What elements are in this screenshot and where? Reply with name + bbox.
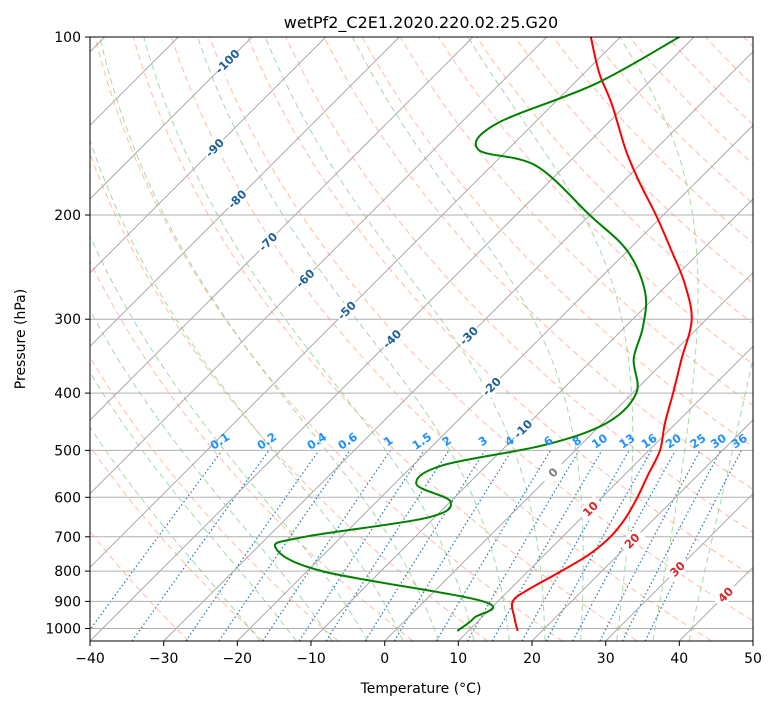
isotherm-label-bg [291,265,319,292]
isotherm-label-bg [223,185,251,213]
mixing-ratio-line [298,450,425,641]
isotherm-label-bg [664,555,691,583]
chart-title: wetPf2_C2E1.2020.220.02.25.G20 [284,13,558,33]
x-tick-label: 30 [597,651,615,667]
x-axis-label: Temperature (°C) [360,681,482,697]
mixing-ratio-line [572,450,677,641]
dewpoint-profile [273,37,680,632]
y-tick-label: 600 [54,490,81,506]
isotherm-label-bg [618,527,646,555]
dry-adiabat [94,37,563,641]
x-tick-label: −40 [75,651,105,667]
dry-adiabat [90,445,264,641]
reference-lines [90,37,753,641]
isotherm [90,37,327,274]
x-tick-label: 50 [744,651,762,667]
isotherm-label-bg [455,322,483,350]
moist-adiabat [143,37,475,641]
moist-adiabat [352,37,584,641]
isotherm [90,37,253,200]
y-tick-label: 300 [54,312,81,328]
x-tick-label: −30 [149,651,179,667]
moist-adiabat [99,37,439,641]
y-tick-label: 500 [54,443,81,459]
isotherm [310,198,753,641]
y-tick-label: 800 [54,564,81,580]
isotherm [90,37,548,495]
dry-adiabat [285,37,753,534]
x-tick-label: −20 [223,651,253,667]
dry-adiabat [476,37,753,325]
isotherm [90,37,474,421]
isotherm-label-bg [201,134,229,162]
y-tick-label: 900 [54,594,81,610]
mixing-ratio-line [644,450,743,641]
dry-adiabat [90,356,339,641]
isotherm-label-bg [509,415,537,443]
moist-adiabat [264,37,546,641]
axis-ticks: −40 −30 −20 −10 0 10 20 30 40 50 100 200 300 400 500 60… [45,30,762,667]
dry-adiabat [247,37,753,577]
isotherm [605,492,753,641]
moist-adiabat [90,234,369,641]
x-tick-label: 10 [449,651,467,667]
y-tick-label: 400 [54,386,81,402]
plot-frame [89,36,754,642]
dry-adiabat [323,37,753,491]
mixing-ratio-line [185,450,320,641]
y-tick-label: 700 [54,530,81,546]
moist-adiabat [90,309,333,641]
x-tick-label: 0 [380,651,389,667]
profiles [273,37,693,632]
dry-adiabat [132,37,638,641]
temperature-profile [510,37,693,632]
isotherm [236,124,753,641]
y-tick-label: 200 [54,208,81,224]
mixing-ratio-line [521,450,630,641]
isotherm [457,345,753,641]
isotherm [90,37,621,569]
isotherm-label-bg [214,48,241,75]
mixing-ratio-line [545,450,652,641]
mixing-ratio-line [621,450,722,641]
isotherm-label-bg [539,459,567,487]
moist-adiabat [90,426,261,641]
y-tick-label: 1000 [45,622,81,638]
dry-adiabat [90,260,414,641]
mixing-ratio-line [325,450,450,641]
y-axis-label: Pressure (hPa) [13,289,29,389]
mixing-ratio-line [262,450,391,641]
isotherm-label-bg [254,228,282,256]
mixing-ratio-line [393,450,513,641]
y-tick-label: 100 [54,30,81,46]
isotherm-label-bg [576,495,604,523]
x-tick-label: −10 [296,651,326,667]
isotherm-label-bg [712,581,740,609]
moist-adiabat [90,371,297,641]
isotherm-label-bg [333,297,361,324]
moist-adiabat [197,37,510,641]
isotherm-label-bg [378,325,406,353]
x-tick-label: 20 [523,651,541,667]
isotherm [90,37,400,348]
moist-adiabat [688,355,753,641]
isotherm-label-bg [478,373,506,401]
mixing-ratio-line [90,450,223,631]
dry-adiabat [514,37,753,284]
moist-adiabat [619,37,699,641]
moist-adiabat [90,138,404,641]
mixing-ratio-line [218,450,351,641]
x-tick-label: 40 [670,651,688,667]
